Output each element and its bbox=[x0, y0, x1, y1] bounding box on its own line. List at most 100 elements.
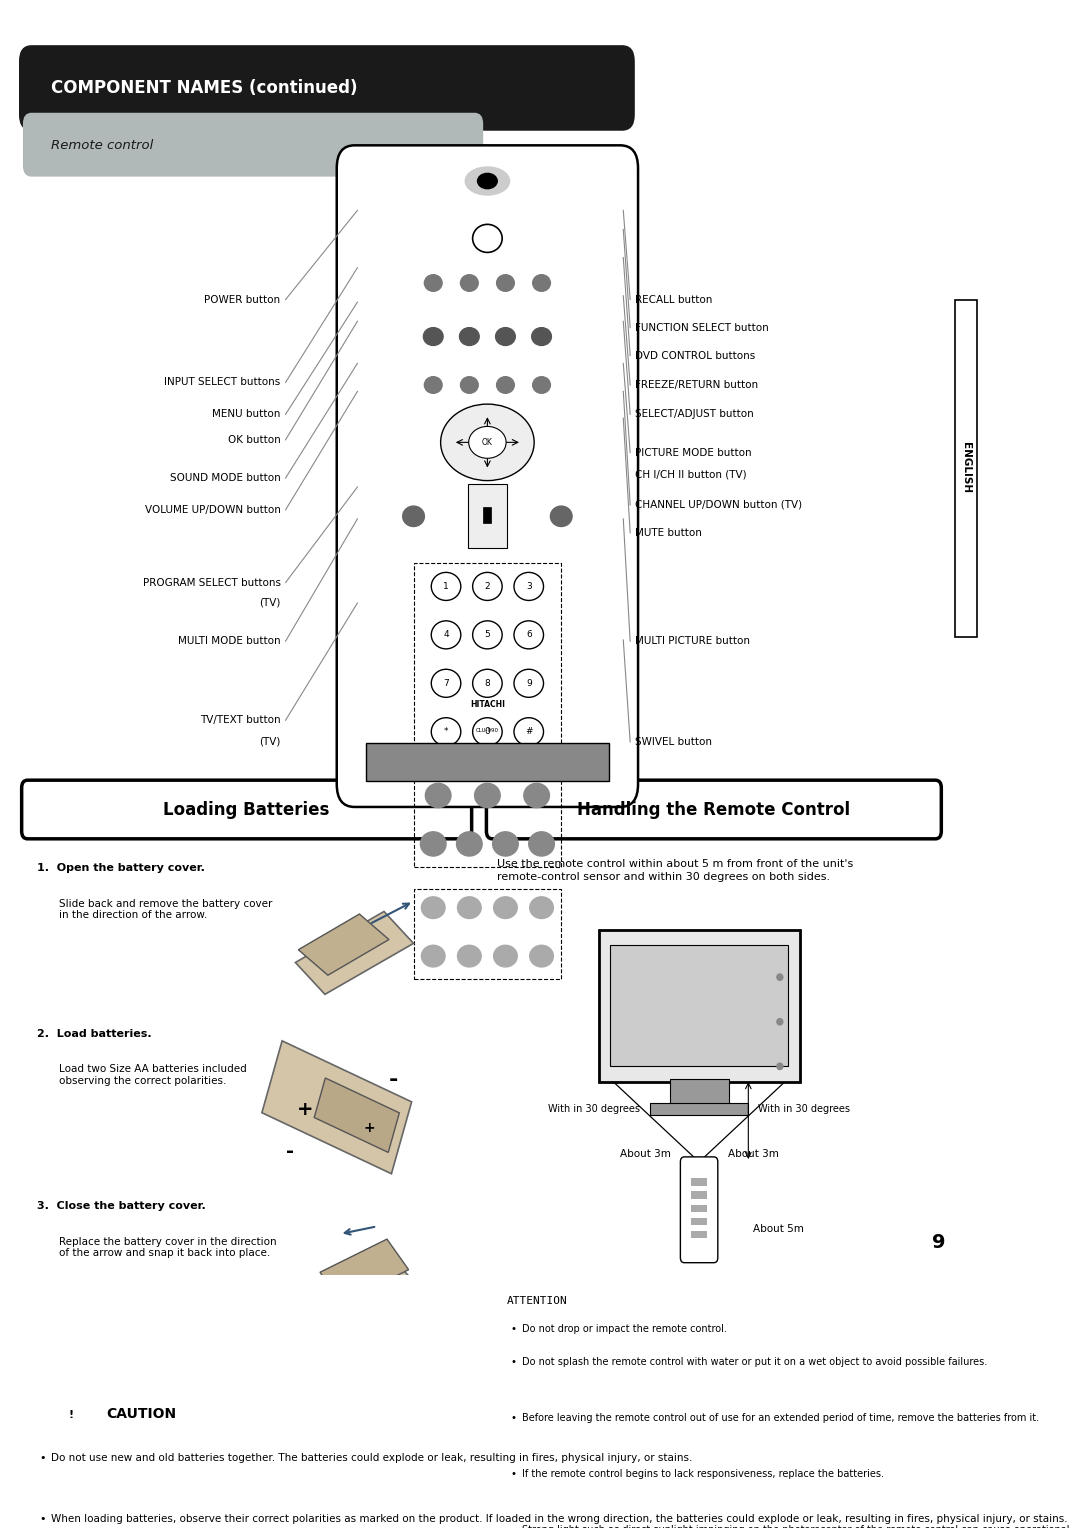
FancyBboxPatch shape bbox=[680, 1157, 718, 1262]
Ellipse shape bbox=[458, 946, 482, 967]
Ellipse shape bbox=[532, 275, 551, 292]
Text: RECALL button: RECALL button bbox=[635, 295, 713, 304]
Ellipse shape bbox=[492, 831, 518, 856]
Text: !: ! bbox=[68, 1410, 73, 1420]
Polygon shape bbox=[51, 1395, 91, 1430]
Polygon shape bbox=[296, 1250, 414, 1332]
Text: FUNCTION SELECT button: FUNCTION SELECT button bbox=[635, 322, 769, 333]
Polygon shape bbox=[296, 912, 414, 995]
Text: VOLUME UP/DOWN button: VOLUME UP/DOWN button bbox=[145, 504, 281, 515]
Text: If the remote control begins to lack responsiveness, replace the batteries.: If the remote control begins to lack res… bbox=[522, 1470, 883, 1479]
Text: Loading Batteries: Loading Batteries bbox=[163, 801, 329, 819]
Text: ENGLISH: ENGLISH bbox=[961, 442, 971, 494]
Text: (TV): (TV) bbox=[259, 736, 281, 747]
Text: About 5m: About 5m bbox=[753, 1224, 805, 1235]
Ellipse shape bbox=[424, 275, 442, 292]
Bar bbox=[691, 1192, 707, 1199]
Polygon shape bbox=[261, 1041, 411, 1174]
Ellipse shape bbox=[473, 573, 502, 601]
Ellipse shape bbox=[424, 377, 442, 393]
Text: OK button: OK button bbox=[228, 435, 281, 445]
Ellipse shape bbox=[431, 573, 461, 601]
Text: When loading batteries, observe their correct polarities as marked on the produc: When loading batteries, observe their co… bbox=[51, 1514, 1068, 1525]
Text: CLU-990: CLU-990 bbox=[476, 727, 499, 733]
Text: 3.  Close the battery cover.: 3. Close the battery cover. bbox=[38, 1201, 206, 1210]
Text: (TV): (TV) bbox=[259, 597, 281, 608]
Polygon shape bbox=[320, 1239, 408, 1303]
Text: PICTURE MODE button: PICTURE MODE button bbox=[635, 448, 752, 457]
Text: 3: 3 bbox=[526, 582, 531, 591]
Text: INPUT SELECT buttons: INPUT SELECT buttons bbox=[164, 377, 281, 388]
Ellipse shape bbox=[497, 275, 514, 292]
Ellipse shape bbox=[421, 946, 445, 967]
Ellipse shape bbox=[777, 1019, 783, 1025]
FancyBboxPatch shape bbox=[24, 113, 483, 176]
Text: CAUTION: CAUTION bbox=[106, 1407, 176, 1421]
FancyBboxPatch shape bbox=[598, 931, 799, 1082]
Text: MUTE button: MUTE button bbox=[635, 527, 702, 538]
Ellipse shape bbox=[403, 506, 424, 527]
Text: •: • bbox=[510, 1323, 516, 1334]
Text: +: + bbox=[297, 1100, 313, 1118]
Text: SOUND MODE button: SOUND MODE button bbox=[170, 474, 281, 483]
FancyBboxPatch shape bbox=[19, 46, 634, 130]
Ellipse shape bbox=[431, 718, 461, 746]
Ellipse shape bbox=[473, 225, 502, 252]
Text: About 3m: About 3m bbox=[728, 1149, 779, 1158]
Polygon shape bbox=[298, 914, 389, 975]
Text: -: - bbox=[286, 1141, 295, 1161]
FancyBboxPatch shape bbox=[489, 1277, 939, 1499]
FancyBboxPatch shape bbox=[486, 781, 942, 839]
Bar bbox=[691, 1232, 707, 1239]
Text: Handling the Remote Control: Handling the Remote Control bbox=[578, 801, 850, 819]
Ellipse shape bbox=[477, 173, 497, 188]
Ellipse shape bbox=[441, 403, 535, 481]
Bar bbox=[468, 484, 508, 549]
Text: 0: 0 bbox=[485, 727, 490, 736]
Ellipse shape bbox=[524, 784, 550, 808]
Text: 8: 8 bbox=[485, 678, 490, 688]
Text: MULTI MODE button: MULTI MODE button bbox=[178, 636, 281, 646]
Ellipse shape bbox=[494, 897, 517, 918]
Text: DVD CONTROL buttons: DVD CONTROL buttons bbox=[635, 350, 755, 361]
Bar bbox=[414, 889, 562, 979]
Ellipse shape bbox=[460, 275, 478, 292]
Text: FREEZE/RETURN button: FREEZE/RETURN button bbox=[635, 380, 758, 390]
Text: 9: 9 bbox=[932, 1233, 945, 1251]
Ellipse shape bbox=[420, 831, 446, 856]
Text: Load two Size AA batteries included
observing the correct polarities.: Load two Size AA batteries included obse… bbox=[59, 1065, 247, 1086]
FancyBboxPatch shape bbox=[337, 145, 638, 807]
Text: •: • bbox=[510, 1413, 516, 1423]
Ellipse shape bbox=[777, 973, 783, 981]
Text: 7: 7 bbox=[443, 678, 449, 688]
Ellipse shape bbox=[421, 897, 445, 918]
Bar bbox=[610, 946, 787, 1067]
Text: 1.  Open the battery cover.: 1. Open the battery cover. bbox=[38, 863, 205, 872]
Ellipse shape bbox=[473, 620, 502, 649]
Ellipse shape bbox=[459, 327, 480, 345]
Text: Do not splash the remote control with water or put it on a wet object to avoid p: Do not splash the remote control with wa… bbox=[522, 1357, 987, 1368]
Text: •: • bbox=[510, 1357, 516, 1368]
Text: Use the remote control within about 5 m from front of the unit's
remote-control : Use the remote control within about 5 m … bbox=[497, 859, 853, 882]
Ellipse shape bbox=[460, 377, 478, 393]
Text: •: • bbox=[39, 1514, 45, 1525]
Text: COMPONENT NAMES (continued): COMPONENT NAMES (continued) bbox=[51, 79, 357, 96]
Text: ATTENTION: ATTENTION bbox=[508, 1296, 568, 1306]
Bar bbox=[484, 507, 491, 523]
Text: Remote control: Remote control bbox=[51, 139, 153, 151]
Text: •: • bbox=[39, 1453, 45, 1464]
Ellipse shape bbox=[431, 669, 461, 697]
Ellipse shape bbox=[514, 620, 543, 649]
Text: Do not use new and old batteries together. The batteries could explode or leak, : Do not use new and old batteries togethe… bbox=[51, 1453, 692, 1464]
Text: About 3m: About 3m bbox=[620, 1149, 671, 1158]
Text: PROGRAM SELECT buttons: PROGRAM SELECT buttons bbox=[143, 578, 281, 588]
Ellipse shape bbox=[426, 784, 451, 808]
Text: Replace the battery cover in the direction
of the arrow and snap it back into pl: Replace the battery cover in the directi… bbox=[59, 1236, 276, 1258]
Bar bbox=[414, 564, 562, 755]
Bar bbox=[691, 1178, 707, 1186]
Text: SWIVEL button: SWIVEL button bbox=[635, 736, 712, 747]
Text: POWER button: POWER button bbox=[204, 295, 281, 304]
Text: MULTI PICTURE button: MULTI PICTURE button bbox=[635, 636, 751, 646]
Text: Do not drop or impact the remote control.: Do not drop or impact the remote control… bbox=[522, 1323, 727, 1334]
Ellipse shape bbox=[532, 377, 551, 393]
